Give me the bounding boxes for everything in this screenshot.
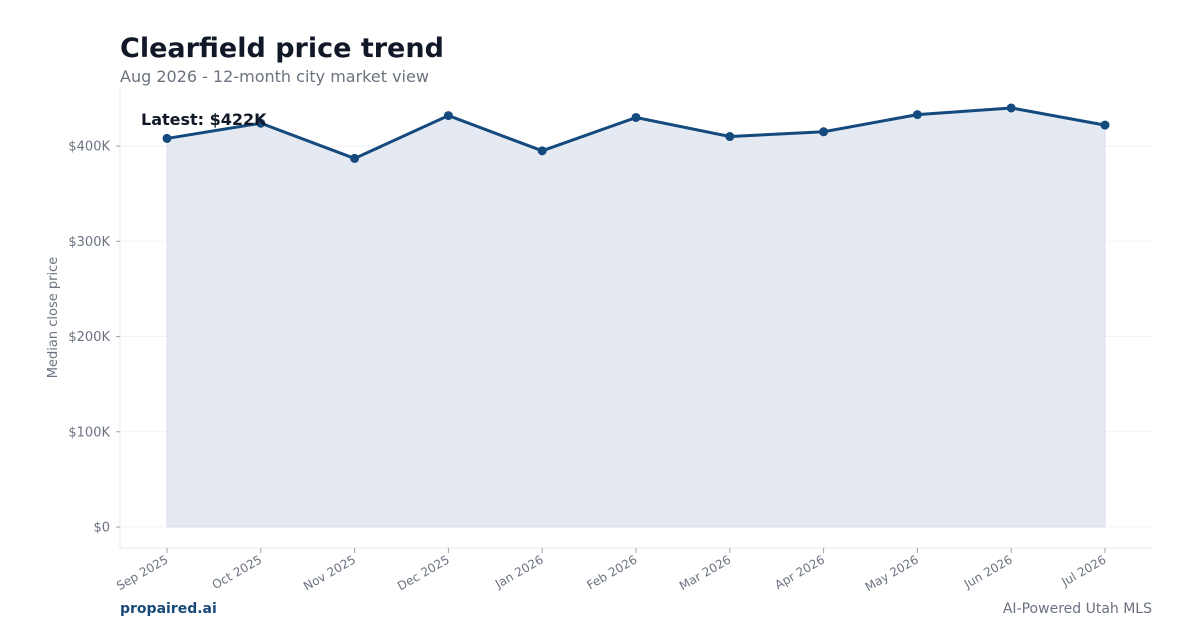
y-tick-label: $100K [68, 425, 110, 440]
latest-annotation: Latest: $422K [141, 110, 267, 129]
area-fill [166, 107, 1106, 528]
x-tick-label: May 2026 [863, 552, 921, 594]
brand-logo-text: propaired.ai [120, 601, 217, 617]
x-tick-label: Jan 2026 [492, 552, 546, 591]
data-point [350, 153, 360, 163]
y-tick-label: $300K [68, 235, 110, 250]
chart-title: Clearfield price trend [120, 33, 444, 64]
data-point [912, 110, 922, 120]
chart-subtitle: Aug 2026 - 12-month city market view [120, 67, 429, 86]
x-tick-label: Sep 2025 [114, 552, 170, 593]
data-point [631, 112, 641, 122]
data-point [443, 111, 453, 121]
x-tick-label: Jun 2026 [961, 552, 1015, 591]
x-tick-label: Apr 2026 [772, 552, 827, 592]
data-point [1006, 103, 1016, 113]
x-tick-label: Feb 2026 [584, 552, 639, 592]
footer-tagline: AI-Powered Utah MLS [1002, 601, 1152, 617]
y-axis-label: Median close price [46, 257, 61, 378]
x-tick-label: Oct 2025 [210, 552, 265, 592]
data-point [162, 133, 172, 143]
x-tick-label: Jul 2026 [1058, 552, 1108, 589]
data-point [1100, 120, 1110, 130]
x-tick-label: Mar 2026 [677, 552, 733, 593]
x-tick-label: Dec 2025 [395, 552, 452, 593]
data-point [537, 146, 547, 156]
data-point [256, 118, 266, 128]
y-tick-label: $200K [68, 330, 110, 345]
data-point [725, 132, 735, 142]
x-tick-label: Nov 2025 [301, 552, 358, 593]
y-tick-label: $0 [93, 521, 110, 536]
data-point [819, 127, 829, 137]
y-tick-label: $400K [68, 140, 110, 155]
